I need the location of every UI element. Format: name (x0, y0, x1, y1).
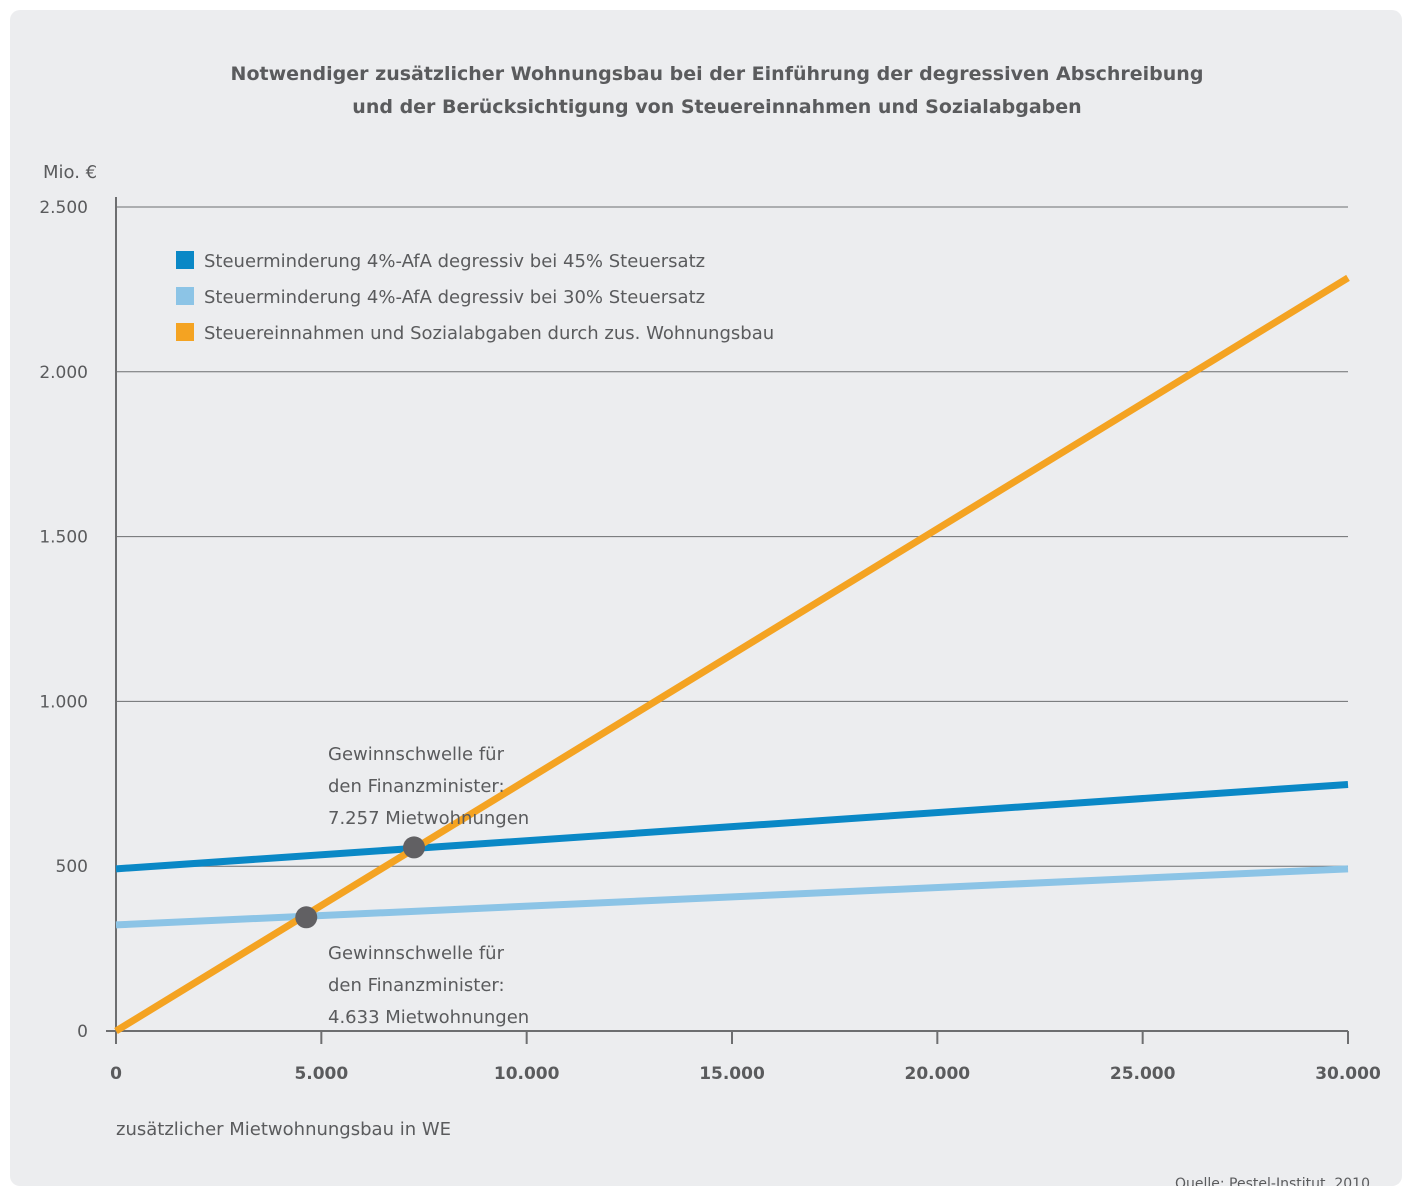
grid-lines (116, 206, 1348, 867)
y-tick-label: 1.000 (39, 692, 88, 712)
y-tick-label: 0 (77, 1022, 88, 1042)
x-tick-label: 5.000 (294, 1064, 348, 1084)
annotation-lower-line-2: den Finanzminister: (328, 975, 505, 996)
annotation-lower-line-1: Gewinnschwelle für (328, 943, 505, 964)
chart-title-line-1: Notwendiger zusätzlicher Wohnungsbau bei… (231, 63, 1204, 85)
legend-swatch-1 (176, 251, 194, 269)
x-axis-label: zusätzlicher Mietwohnungsbau in WE (116, 1119, 451, 1140)
annotation-upper-line-1: Gewinnschwelle für (328, 744, 505, 765)
axes (106, 197, 1348, 1032)
x-tick-label: 30.000 (1315, 1064, 1381, 1084)
x-tick-label: 25.000 (1110, 1064, 1176, 1084)
break-even-points (295, 836, 426, 929)
annotation-upper-line-2: den Finanzminister: (328, 776, 505, 797)
y-tick-labels: 0 500 1.000 1.500 2.000 2.500 (39, 198, 88, 1042)
y-tick-label: 1.500 (39, 528, 88, 548)
x-tick-labels: 0 5.000 10.000 15.000 20.000 25.000 30.000 (110, 1031, 1381, 1084)
y-tick-label: 500 (56, 857, 88, 877)
x-tick-label: 0 (110, 1064, 122, 1084)
chart-card: Notwendiger zusätzlicher Wohnungsbau bei… (10, 10, 1402, 1186)
legend-label-3: Steuereinnahmen und Sozialabgaben durch … (204, 323, 774, 344)
line-chart: Notwendiger zusätzlicher Wohnungsbau bei… (39, 63, 1381, 1186)
annotation-lower-line-3: 4.633 Mietwohnungen (328, 1007, 529, 1028)
break-even-point-1 (403, 836, 426, 859)
break-even-point-2 (295, 906, 318, 929)
legend-label-1: Steuerminderung 4%-AfA degressiv bei 45%… (204, 251, 705, 272)
annotation-upper: Gewinnschwelle für den Finanzminister: 7… (328, 744, 529, 829)
source-note: Quelle: Pestel-Institut, 2010 (1175, 1176, 1370, 1186)
x-tick-label: 15.000 (699, 1064, 765, 1084)
series-line-1 (115, 780, 1349, 873)
series-lines (114, 274, 1350, 1034)
legend: Steuerminderung 4%-AfA degressiv bei 45%… (176, 251, 774, 344)
series-line-3 (114, 274, 1350, 1034)
y-tick-label: 2.500 (39, 198, 88, 218)
annotation-upper-line-3: 7.257 Mietwohnungen (328, 808, 529, 829)
x-tick-label: 20.000 (905, 1064, 971, 1084)
legend-swatch-2 (176, 287, 194, 305)
x-tick-label: 10.000 (494, 1064, 560, 1084)
y-axis-unit-label: Mio. € (43, 162, 97, 183)
series-line-2 (115, 865, 1349, 929)
legend-swatch-3 (176, 323, 194, 341)
legend-label-2: Steuerminderung 4%-AfA degressiv bei 30%… (204, 287, 705, 308)
y-tick-label: 2.000 (39, 363, 88, 383)
chart-title-line-2: und der Berücksichtigung von Steuereinna… (352, 96, 1081, 118)
annotation-lower: Gewinnschwelle für den Finanzminister: 4… (328, 943, 529, 1028)
